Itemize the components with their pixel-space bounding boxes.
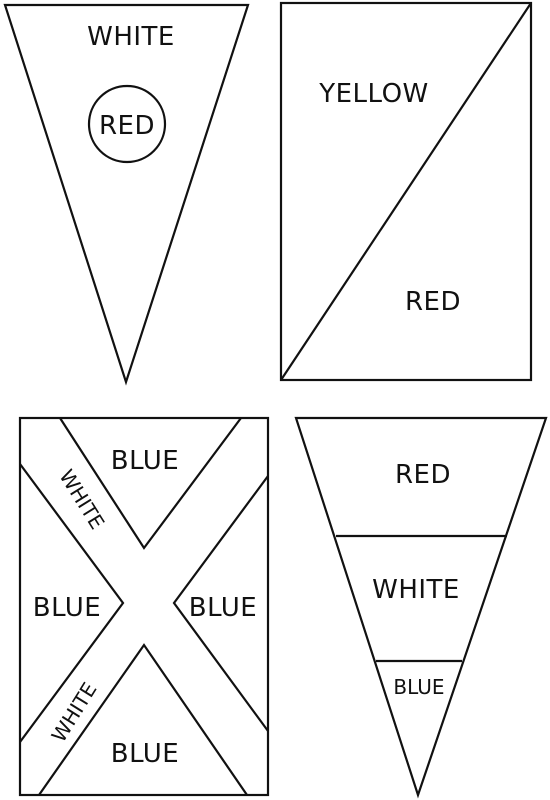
- saltire-cross-lower-label: WHITE: [47, 678, 102, 746]
- pennant-bottom-right-outline: [294, 416, 548, 799]
- saltire-right-field-label: BLUE: [189, 593, 258, 623]
- saltire-right-edge: [172, 475, 269, 732]
- saltire-flag-bottom-left: BLUE BLUE BLUE BLUE WHITE WHITE: [18, 416, 270, 797]
- diagonal-divider: [280, 2, 532, 381]
- rect-flag-top-right: YELLOW RED: [279, 1, 533, 382]
- saltire-left-edge: [19, 463, 125, 743]
- pennant-bottom-right-top-band-label: RED: [395, 460, 451, 490]
- saltire-top-edge: [59, 417, 242, 550]
- saltire-flag-outline: [18, 416, 270, 797]
- pennant-top-left-outline: [3, 3, 250, 386]
- rect-flag-top-right-outline: [279, 1, 533, 382]
- rect-flag-lower-label: RED: [405, 287, 461, 317]
- rect-flag-upper-label: YELLOW: [318, 79, 429, 109]
- saltire-left-field-label: BLUE: [33, 593, 102, 623]
- pennant-top-left: WHITE RED: [3, 3, 250, 386]
- saltire-bottom-field-label: BLUE: [111, 739, 180, 769]
- pennant-top-left-disc-label: RED: [99, 111, 155, 141]
- pennant-top-left-field-label: WHITE: [87, 22, 175, 52]
- red-disc: [87, 84, 167, 164]
- pennant-bottom-right-tip-band-label: BLUE: [393, 675, 444, 699]
- pennant-bottom-right: RED WHITE BLUE: [294, 416, 548, 799]
- saltire-bottom-edge: [38, 643, 248, 796]
- pennant-bottom-right-middle-band-label: WHITE: [372, 575, 460, 605]
- saltire-top-field-label: BLUE: [111, 446, 180, 476]
